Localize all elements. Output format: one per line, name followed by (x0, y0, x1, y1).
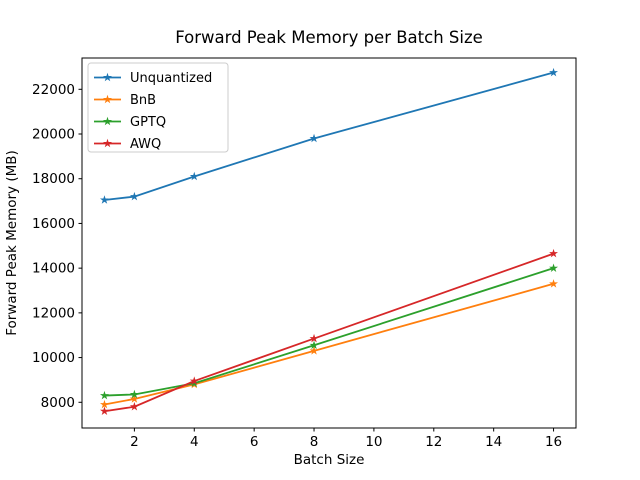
x-axis-label: Batch Size (293, 452, 365, 468)
x-tick-label: 6 (250, 434, 259, 450)
data-point-star-unquantized (549, 67, 559, 77)
data-point-star-unquantized (99, 195, 109, 204)
legend-marker-unquantized (103, 72, 112, 82)
data-point-star-unquantized (129, 191, 139, 201)
chart-title: Forward Peak Memory per Batch Size (175, 28, 483, 47)
x-tick-label: 8 (310, 434, 319, 450)
y-tick-label: 20000 (32, 127, 75, 143)
data-point-star-awq (309, 333, 319, 343)
data-point-star-gptq (99, 390, 109, 400)
legend-label-unquantized: Unquantized (130, 71, 212, 86)
x-tick-label: 12 (425, 434, 442, 450)
data-point-star-awq (549, 248, 559, 258)
legend-marker-gptq (103, 116, 112, 126)
legend-label-bnb: BnB (130, 93, 156, 108)
y-tick-label: 22000 (32, 82, 75, 98)
data-point-star-awq (189, 376, 199, 385)
series-line-gptq (104, 267, 554, 397)
x-tick-label: 4 (190, 434, 199, 450)
series-line-bnb (104, 282, 554, 406)
x-tick-label: 16 (545, 434, 562, 450)
data-point-star-bnb (549, 279, 559, 288)
legend-label-awq: AWQ (130, 137, 161, 152)
data-point-star-bnb (129, 394, 139, 403)
y-tick-label: 10000 (32, 350, 75, 366)
data-point-star-gptq (309, 340, 319, 350)
data-point-star-bnb (309, 346, 319, 355)
x-tick-label: 10 (365, 434, 382, 450)
y-tick-label: 16000 (32, 216, 75, 232)
legend-marker-bnb (103, 94, 112, 104)
axes-spines (81, 57, 577, 429)
y-tick-label: 18000 (32, 171, 75, 187)
legend-box (87, 62, 229, 153)
data-point-star-bnb (99, 399, 109, 409)
data-point-star-awq (99, 406, 109, 416)
legend-marker-awq (103, 138, 112, 148)
x-tick-label: 2 (130, 434, 139, 450)
x-tick-label: 14 (485, 434, 502, 450)
y-tick-label: 8000 (41, 395, 75, 411)
data-point-star-gptq (549, 263, 559, 272)
data-point-star-awq (129, 402, 139, 411)
data-point-star-unquantized (309, 133, 319, 143)
data-point-star-gptq (129, 389, 139, 399)
legend-label-gptq: GPTQ (130, 115, 166, 130)
y-tick-label: 12000 (32, 305, 75, 321)
y-tick-label: 14000 (32, 261, 75, 277)
data-point-star-unquantized (189, 171, 199, 181)
